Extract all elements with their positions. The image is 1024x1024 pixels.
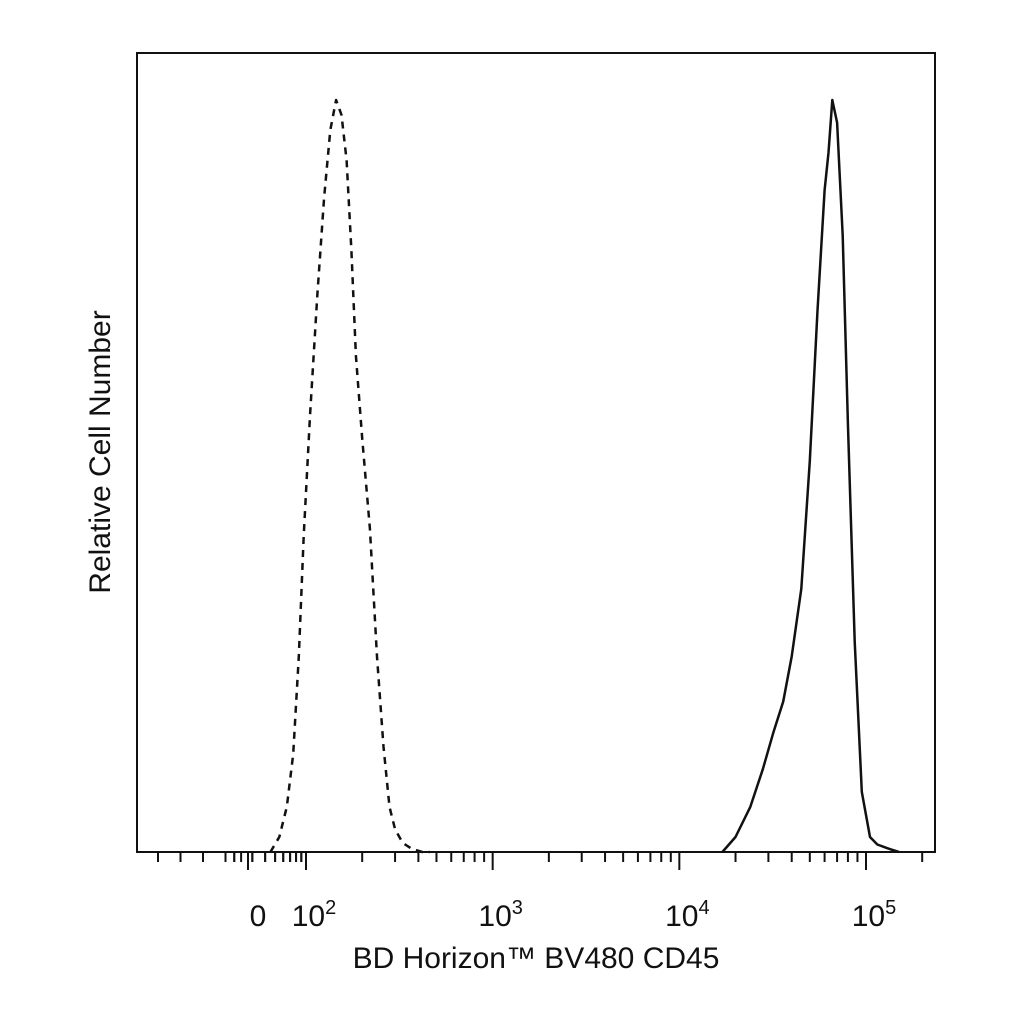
x-axis-ticks <box>157 852 924 870</box>
x-tick-label: 103 <box>478 897 522 933</box>
y-axis-label: Relative Cell Number <box>84 310 117 593</box>
series-layer <box>269 98 900 854</box>
plot-frame <box>136 52 936 853</box>
x-tick-label: 104 <box>665 897 710 933</box>
series-line-dashed <box>269 98 430 854</box>
x-tick-label: 105 <box>852 897 897 933</box>
series-line-solid <box>721 98 900 854</box>
x-axis-label: BD Horizon™ BV480 CD45 <box>353 942 720 975</box>
x-tick-label: 0 <box>250 900 267 933</box>
x-axis-tick-labels: 0 102 103 104 105 <box>250 897 897 933</box>
x-tick-label: 102 <box>292 897 337 933</box>
